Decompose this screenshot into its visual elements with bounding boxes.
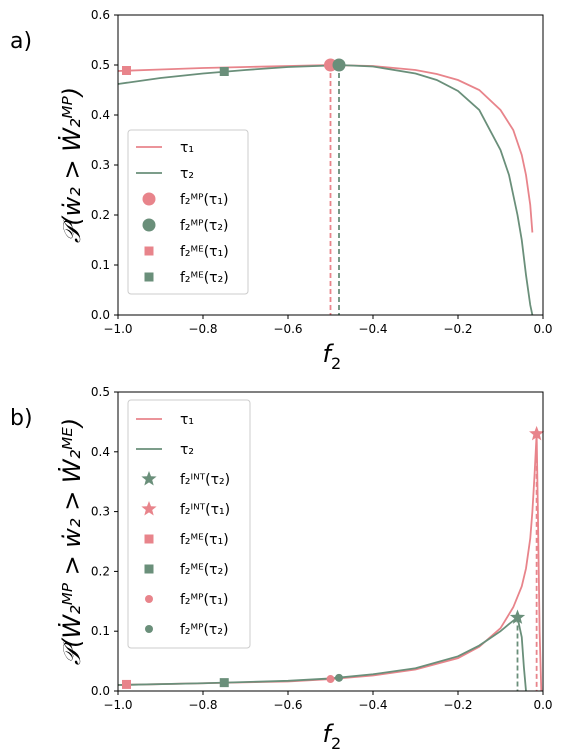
legend-entry-label: f₂ᴹᴾ(τ₁)	[180, 592, 228, 608]
data-point-star-tau2	[509, 609, 526, 624]
legend-entry-label: τ₁	[180, 412, 194, 428]
data-point-square-tau2	[219, 67, 229, 76]
legend-marker-swatch	[144, 246, 154, 256]
y-axis-label: 𝒫(ẇ₂ > Ẇ₂ᴹᴾ)	[57, 87, 86, 243]
legend-entry-label: f₂ᴵᴺᵀ(τ₁)	[180, 502, 230, 518]
x-tick-label: −0.6	[273, 322, 302, 336]
legend-marker-swatch	[141, 471, 157, 486]
y-tick-label: 0.1	[91, 624, 110, 638]
x-tick-label: −0.8	[188, 322, 217, 336]
legend-box	[127, 129, 249, 295]
chart-panel-b: −1.0 −0.8 −0.6 −0.4 −0.2 0.0 0.0 0.1 0.2 0.3 0.4 0.…	[10, 385, 553, 753]
legend-entry-label: f₂ᴹᴱ(τ₂)	[180, 562, 229, 578]
legend-marker-swatch	[145, 595, 153, 603]
legend-entry-label: f₂ᴹᴾ(τ₁)	[180, 192, 228, 208]
data-point-circle-small-tau1	[326, 675, 335, 684]
series-line-tau1	[118, 64, 534, 233]
data-point-circle-large-tau2	[332, 58, 346, 72]
y-tick-label: 0.3	[91, 158, 110, 172]
y-tick-label: 0.0	[91, 684, 110, 698]
data-point-star-tau1	[529, 425, 545, 441]
legend-marker-swatch	[144, 534, 154, 544]
legend-entry-label: f₂ᴹᴱ(τ₁)	[180, 532, 229, 548]
legend-marker-swatch	[142, 218, 156, 232]
axes-frame	[117, 391, 544, 692]
x-tick-label: −1.0	[103, 698, 132, 712]
y-axis-label: 𝒫(Ẇ₂ᴹᴾ > ẇ₂ > Ẇ₂ᴹᴱ)	[57, 418, 86, 665]
y-tick-label: 0.5	[91, 385, 110, 399]
legend-box	[127, 399, 251, 649]
legend-marker-swatch	[142, 192, 156, 206]
x-tick-label: −0.8	[188, 698, 217, 712]
y-tick-label: 0.2	[91, 564, 110, 578]
y-tick-label: 0.6	[91, 8, 110, 22]
legend-entry-label: f₂ᴹᴱ(τ₁)	[180, 244, 229, 260]
legend: τ₁ τ₂ f₂ᴹᴾ(τ₁) f₂ᴹᴾ(τ₂) f₂ᴹᴱ(τ₁) f₂ᴹᴱ(τ₂)	[127, 129, 249, 295]
y-tick-label: 0.4	[91, 108, 110, 122]
legend-entry-label: τ₂	[180, 166, 194, 182]
x-tick-label: −0.4	[358, 322, 387, 336]
data-point-square-tau1	[122, 679, 131, 689]
y-tick-label: 0.5	[91, 58, 110, 72]
y-tick-label: 0.2	[91, 208, 110, 222]
series-line-tau2	[118, 64, 534, 315]
panel-label: b)	[10, 406, 33, 431]
x-tick-label: 0.0	[533, 322, 552, 336]
legend-marker-swatch	[145, 625, 153, 633]
x-axis-label-subscript: 2	[331, 354, 341, 373]
data-point-square-tau2	[219, 678, 229, 688]
x-axis-label: f2	[323, 720, 342, 753]
legend-marker-swatch	[141, 501, 157, 516]
y-tick-label: 0.3	[91, 505, 110, 519]
legend-entry-label: τ₁	[180, 140, 194, 156]
legend-entry-label: τ₂	[180, 442, 194, 458]
x-axis-label: f2	[323, 340, 342, 373]
x-axis-label-subscript: 2	[331, 734, 341, 753]
x-tick-label: −0.2	[443, 322, 472, 336]
data-point-square-tau1	[122, 66, 131, 75]
panel-label: a)	[10, 29, 32, 54]
x-tick-label: −1.0	[103, 322, 132, 336]
y-tick-label: 0.4	[91, 445, 110, 459]
legend-entry-label: f₂ᴹᴾ(τ₂)	[180, 622, 228, 638]
y-tick-label: 0.1	[91, 258, 110, 272]
legend-entry-label: f₂ᴹᴱ(τ₂)	[180, 270, 229, 286]
legend-marker-swatch	[144, 272, 154, 282]
chart-panel-a: −1.0 −0.8 −0.6 −0.4 −0.2 0.0 0.0 0.1 0.2 0.3 0.4 0.…	[10, 8, 553, 373]
legend-marker-swatch	[144, 564, 154, 574]
plot-area	[118, 64, 534, 315]
legend: τ₁ τ₂ f₂ᴵᴺᵀ(τ₂) f₂ᴵᴺᵀ(τ₁) f₂ᴹᴱ(τ₁) f₂ᴹᴱ(τ₂) f₂…	[127, 399, 251, 649]
x-tick-label: −0.6	[273, 698, 302, 712]
legend-entry-label: f₂ᴵᴺᵀ(τ₂)	[180, 472, 230, 488]
data-point-circle-small-tau2	[335, 673, 343, 682]
series-line-tau2	[118, 615, 527, 691]
legend-entry-label: f₂ᴹᴾ(τ₂)	[180, 218, 228, 234]
x-tick-label: −0.4	[358, 698, 387, 712]
x-tick-label: −0.2	[443, 698, 472, 712]
x-tick-label: 0.0	[533, 698, 552, 712]
y-tick-label: 0.0	[91, 308, 110, 322]
